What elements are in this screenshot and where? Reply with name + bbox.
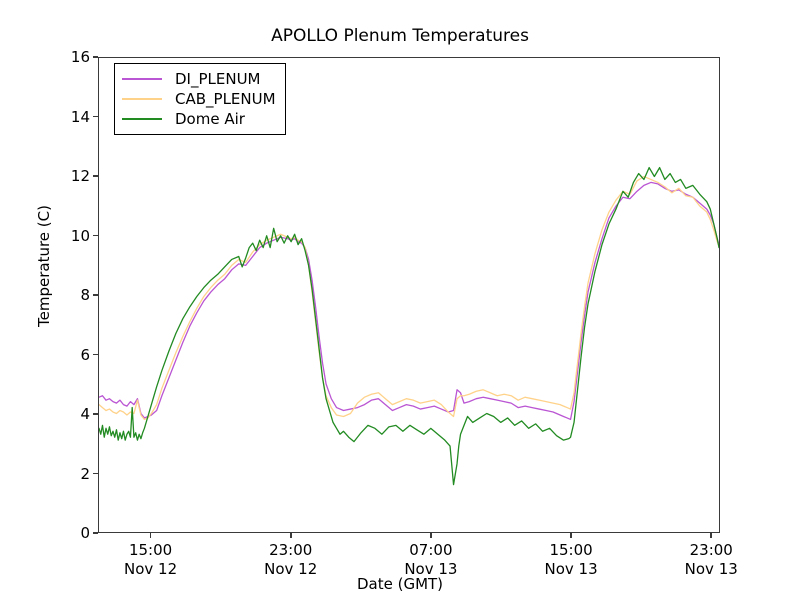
legend-color-swatch [122, 78, 162, 80]
x-tick-label: 23:00 Nov 12 [231, 541, 351, 579]
page-title: APOLLO Plenum Temperatures [271, 26, 529, 46]
x-tick-label: 07:00 Nov 13 [371, 541, 491, 579]
legend-item-label: CAB_PLENUM [175, 90, 276, 108]
plot-area: DI_PLENUM CAB_PLENUM Dome Air [98, 57, 720, 533]
x-tick-mark [570, 533, 572, 538]
legend: DI_PLENUM CAB_PLENUM Dome Air [114, 63, 286, 135]
x-tick-mark [289, 533, 292, 538]
y-axis-label-wrapper: Temperature (C) [0, 57, 53, 533]
y-tick-label: 16 [70, 48, 90, 66]
x-tick-time: 15:00 [128, 541, 173, 559]
y-axis-label: Temperature (C) [35, 205, 53, 327]
x-tick-label: 15:00 Nov 13 [511, 541, 631, 579]
x-tick-mark [149, 533, 152, 538]
legend-item[interactable]: Dome Air [122, 109, 276, 129]
series-canvas [99, 58, 719, 532]
legend-item-label: DI_PLENUM [175, 70, 261, 88]
x-tick-label: 15:00 Nov 12 [91, 541, 211, 579]
series-line [99, 182, 719, 419]
legend-item-label: Dome Air [175, 110, 245, 128]
series-line [99, 177, 719, 420]
x-tick-time: 23:00 [269, 541, 313, 559]
x-tick-mark [430, 533, 432, 538]
series-line [99, 168, 719, 485]
legend-item[interactable]: DI_PLENUM [122, 69, 276, 89]
x-tick-label: 23:00 Nov 13 [651, 541, 771, 579]
y-tick-label: 2 [80, 464, 90, 483]
x-tick-time: 07:00 [409, 541, 453, 559]
x-tick-time: 23:00 [689, 541, 733, 559]
x-tick-time: 15:00 [549, 541, 593, 559]
legend-color-swatch [122, 118, 162, 120]
legend-color-swatch [122, 98, 162, 100]
x-tick-mark [710, 533, 713, 538]
y-tick-label: 0 [80, 524, 90, 542]
legend-item[interactable]: CAB_PLENUM [122, 89, 276, 109]
x-axis-label: Date (GMT) [356, 575, 444, 593]
